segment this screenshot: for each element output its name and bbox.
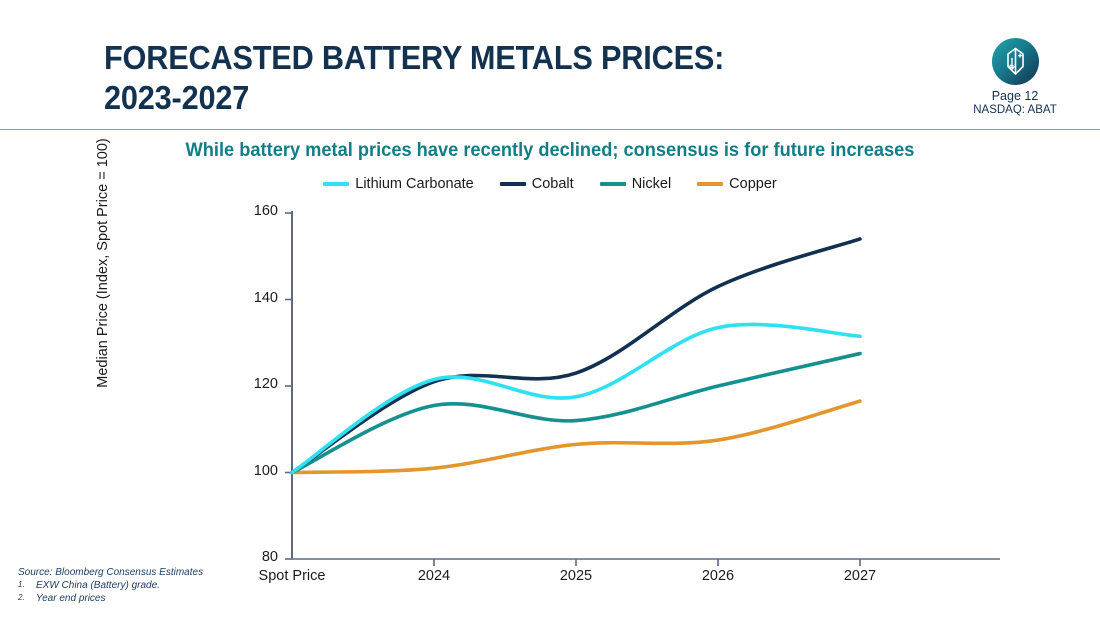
legend-swatch-lithium-carbonate <box>323 182 350 186</box>
page-number: Page 12 <box>991 89 1039 103</box>
footnote-number: 1. <box>18 580 25 589</box>
footnote-text: EXW China (Battery) grade. <box>36 580 160 591</box>
y-tick-label: 140 <box>253 289 278 306</box>
legend-item-nickel[interactable]: Nickel <box>599 176 672 192</box>
legend-item-cobalt[interactable]: Cobalt <box>499 176 574 192</box>
slide-header: FORECASTED BATTERY METALS PRICES: 2023-2… <box>0 0 1100 130</box>
legend-swatch-cobalt <box>499 182 526 186</box>
x-tick-label: 2027 <box>843 568 877 584</box>
legend-label-cobalt: Cobalt <box>531 176 574 192</box>
series-line-copper <box>290 399 862 475</box>
y-axis-title: Median Price (Index, Spot Price = 100) <box>95 138 111 388</box>
ticker-label: NASDAQ: ABAT <box>973 104 1057 116</box>
series-line-cobalt <box>290 237 862 475</box>
chart-legend: Lithium Carbonate Cobalt Nickel Copper <box>0 176 1100 192</box>
legend-label-lithium-carbonate: Lithium Carbonate <box>355 176 474 192</box>
x-tick-label: 2025 <box>559 568 593 584</box>
x-tick-label: Spot Price <box>258 568 326 584</box>
footnote-number: 2. <box>18 593 25 602</box>
header-divider <box>0 129 1100 130</box>
source-line: Source: Bloomberg Consensus Estimates <box>18 567 204 578</box>
legend-label-copper: Copper <box>729 176 777 192</box>
series-line-nickel <box>290 351 862 475</box>
x-tick-label: 2024 <box>417 568 451 584</box>
footnotes: Source: Bloomberg Consensus Estimates 1.… <box>18 567 203 604</box>
y-tick-label: 100 <box>253 462 278 479</box>
legend-item-copper[interactable]: Copper <box>697 176 777 192</box>
footnote-text: Year end prices <box>36 593 106 604</box>
logo-block: Page 12 NASDAQ: ABAT <box>960 38 1070 116</box>
footnote-item: 1. EXW China (Battery) grade. <box>18 580 203 591</box>
battery-hexagon-logo-icon <box>991 38 1039 85</box>
x-tick-label: 2026 <box>701 568 735 584</box>
page-title: FORECASTED BATTERY METALS PRICES: 2023-2… <box>104 39 725 117</box>
y-tick-label: 160 <box>253 203 278 219</box>
legend-swatch-copper <box>697 182 724 186</box>
y-tick-label: 120 <box>253 376 278 392</box>
y-tick-label: 80 <box>261 549 278 565</box>
series-line-lithium-carbonate <box>290 322 862 475</box>
footnote-list: 1. EXW China (Battery) grade. 2. Year en… <box>18 580 203 604</box>
footnote-item: 2. Year end prices <box>18 593 203 604</box>
chart-subtitle: While battery metal prices have recently… <box>185 140 915 161</box>
legend-item-lithium-carbonate[interactable]: Lithium Carbonate <box>323 176 474 192</box>
legend-label-nickel: Nickel <box>631 176 672 192</box>
legend-swatch-nickel <box>599 182 626 186</box>
